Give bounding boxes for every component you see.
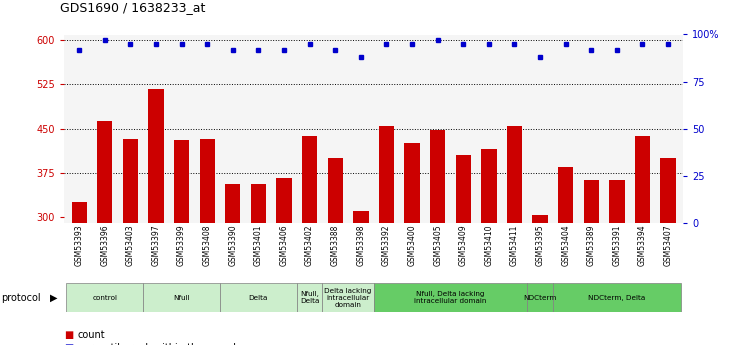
FancyBboxPatch shape — [373, 283, 527, 312]
Bar — [558, 167, 573, 345]
FancyBboxPatch shape — [322, 283, 373, 312]
Text: Nfull: Nfull — [173, 295, 190, 300]
Bar — [507, 126, 522, 345]
Text: GSM53397: GSM53397 — [152, 224, 161, 266]
Text: GSM53398: GSM53398 — [356, 224, 365, 266]
Text: GSM53406: GSM53406 — [279, 224, 288, 266]
Text: GSM53395: GSM53395 — [535, 224, 544, 266]
Text: GDS1690 / 1638233_at: GDS1690 / 1638233_at — [60, 1, 206, 14]
Bar — [276, 178, 291, 345]
Bar — [353, 211, 369, 345]
Text: count: count — [77, 330, 105, 339]
Text: GSM53402: GSM53402 — [305, 224, 314, 266]
FancyBboxPatch shape — [66, 283, 143, 312]
Text: GSM53394: GSM53394 — [638, 224, 647, 266]
Text: NDCterm, Delta: NDCterm, Delta — [588, 295, 645, 300]
Text: GSM53391: GSM53391 — [612, 224, 621, 266]
Text: GSM53396: GSM53396 — [101, 224, 110, 266]
Text: NDCterm: NDCterm — [523, 295, 556, 300]
Bar — [122, 139, 138, 345]
Bar — [481, 149, 496, 345]
FancyBboxPatch shape — [143, 283, 220, 312]
Bar — [251, 184, 266, 345]
Bar — [225, 184, 240, 345]
Text: GSM53408: GSM53408 — [203, 224, 212, 266]
Text: ■: ■ — [64, 330, 73, 339]
Bar — [635, 136, 650, 345]
Text: percentile rank within the sample: percentile rank within the sample — [77, 344, 243, 345]
Text: GSM53399: GSM53399 — [177, 224, 186, 266]
Text: Delta lacking
intracellular
domain: Delta lacking intracellular domain — [324, 288, 372, 307]
Bar — [327, 158, 343, 345]
Text: GSM53405: GSM53405 — [433, 224, 442, 266]
Text: ▶: ▶ — [50, 293, 58, 303]
Text: GSM53388: GSM53388 — [330, 224, 339, 266]
Bar — [302, 136, 317, 345]
Bar — [97, 121, 113, 345]
FancyBboxPatch shape — [220, 283, 297, 312]
Bar — [532, 215, 547, 345]
Bar — [71, 202, 87, 345]
Text: Nfull,
Delta: Nfull, Delta — [300, 291, 319, 304]
Text: Nfull, Delta lacking
intracellular domain: Nfull, Delta lacking intracellular domai… — [415, 291, 487, 304]
Text: GSM53401: GSM53401 — [254, 224, 263, 266]
Text: protocol: protocol — [2, 293, 41, 303]
Text: GSM53409: GSM53409 — [459, 224, 468, 266]
Bar — [404, 143, 420, 345]
FancyBboxPatch shape — [297, 283, 322, 312]
Text: GSM53410: GSM53410 — [484, 224, 493, 266]
Text: GSM53404: GSM53404 — [561, 224, 570, 266]
Text: GSM53400: GSM53400 — [408, 224, 417, 266]
Text: GSM53411: GSM53411 — [510, 224, 519, 266]
Text: GSM53392: GSM53392 — [382, 224, 391, 266]
Bar — [660, 158, 676, 345]
Text: GSM53393: GSM53393 — [74, 224, 83, 266]
FancyBboxPatch shape — [527, 283, 553, 312]
Bar — [200, 139, 215, 345]
Bar — [430, 130, 445, 345]
Text: GSM53407: GSM53407 — [664, 224, 673, 266]
Text: GSM53403: GSM53403 — [126, 224, 135, 266]
Text: Delta: Delta — [249, 295, 268, 300]
FancyBboxPatch shape — [553, 283, 681, 312]
Bar — [609, 180, 625, 345]
Bar — [456, 155, 471, 345]
Bar — [149, 89, 164, 345]
Bar — [584, 180, 599, 345]
Text: ■: ■ — [64, 344, 73, 345]
Bar — [174, 140, 189, 345]
Text: GSM53389: GSM53389 — [587, 224, 596, 266]
Text: GSM53390: GSM53390 — [228, 224, 237, 266]
Bar — [379, 126, 394, 345]
Text: control: control — [92, 295, 117, 300]
